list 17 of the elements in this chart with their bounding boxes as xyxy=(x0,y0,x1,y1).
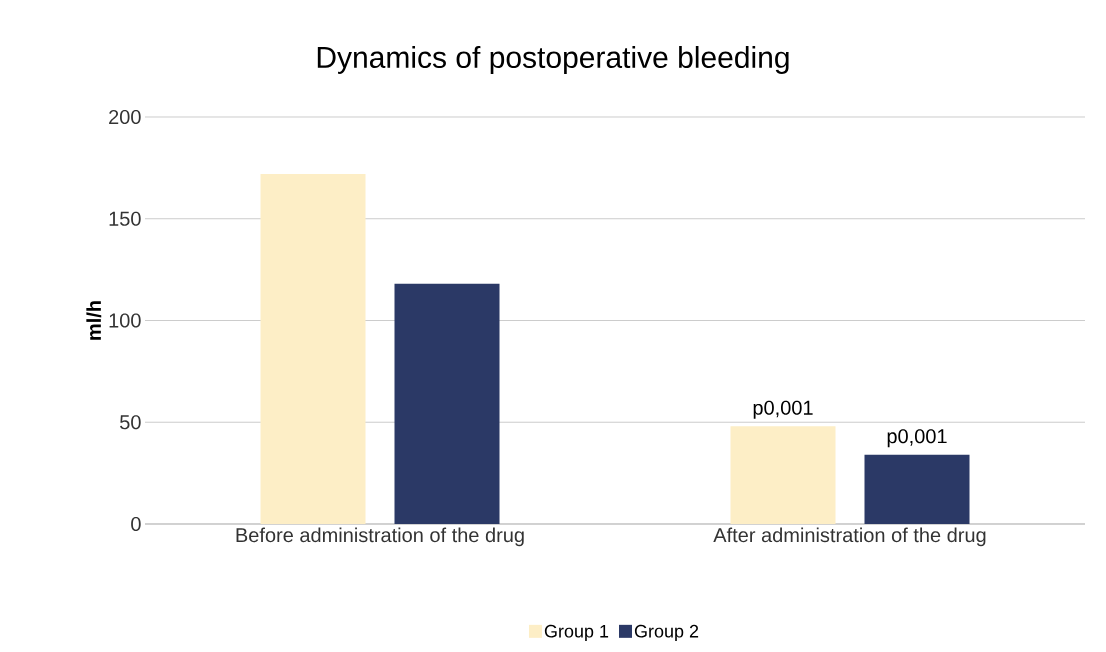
bar xyxy=(864,454,970,524)
chart-title: Dynamics of postoperative bleeding xyxy=(317,46,789,74)
y-axis-title: ml/h xyxy=(86,301,102,340)
legend-label: Group 1 xyxy=(544,624,609,642)
bar xyxy=(394,283,500,524)
data-label: p0,001 xyxy=(887,429,947,448)
legend-label: Group 2 xyxy=(634,624,699,642)
bar xyxy=(730,426,836,524)
y-tick-label: 0 xyxy=(131,516,141,532)
y-tick-label: 100 xyxy=(109,313,141,328)
bar xyxy=(260,173,366,524)
y-tick-label: 150 xyxy=(109,211,141,226)
y-tick-label: 50 xyxy=(120,415,141,430)
y-tick-label: 200 xyxy=(109,109,141,125)
x-tick-label: Before administration of the drug xyxy=(236,527,524,547)
x-tick-label: After administration of the drug xyxy=(713,527,986,547)
data-label: p0,001 xyxy=(753,400,813,419)
